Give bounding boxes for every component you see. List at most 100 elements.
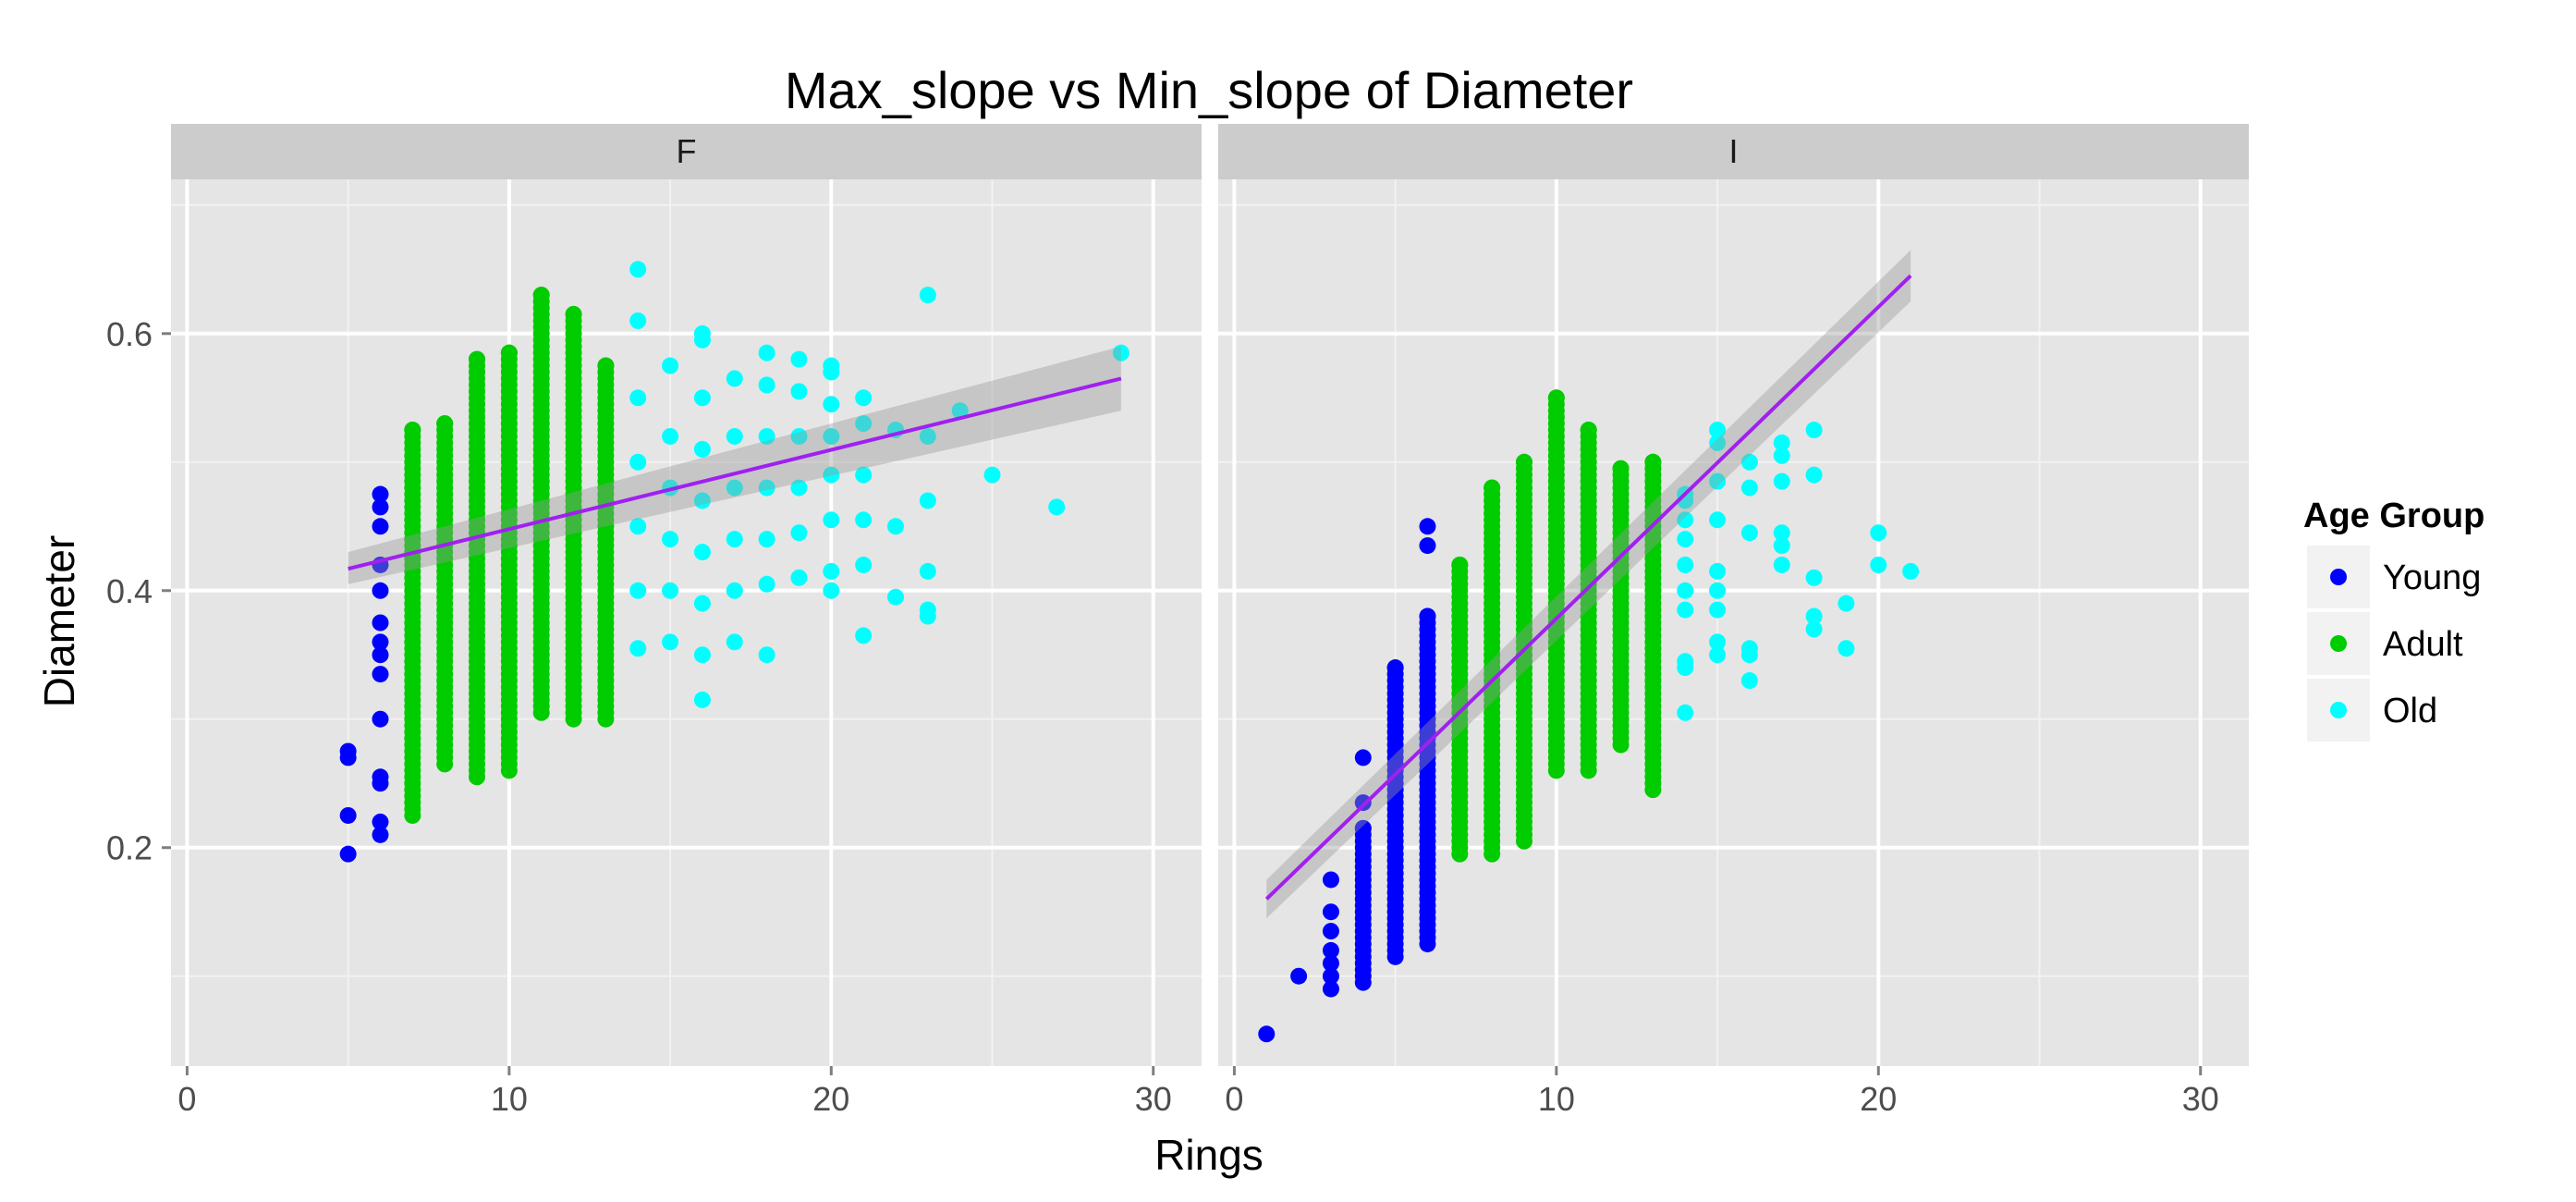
point-old: [726, 479, 743, 497]
point-old: [662, 531, 679, 548]
chart-title: Max_slope vs Min_slope of Diameter: [785, 61, 1633, 119]
point-old: [629, 518, 647, 535]
point-old: [1773, 434, 1790, 451]
point-young: [372, 614, 389, 632]
point-adult: [1547, 389, 1565, 407]
point-old: [951, 402, 969, 420]
point-old: [1805, 466, 1823, 484]
point-old: [726, 370, 743, 387]
point-young: [1354, 794, 1372, 812]
point-old: [662, 357, 679, 374]
panel-I: I 0 10 20 30: [1218, 124, 2249, 1118]
point-old: [693, 325, 711, 342]
point-young: [1386, 659, 1404, 677]
point-old: [758, 427, 775, 445]
point-old: [629, 453, 647, 471]
point-old: [823, 427, 840, 445]
point-adult: [1483, 479, 1501, 497]
point-old: [758, 531, 775, 548]
point-old: [758, 479, 775, 497]
point-old: [726, 633, 743, 651]
point-old: [790, 479, 808, 497]
point-old: [919, 287, 936, 304]
point-old: [1773, 537, 1790, 555]
legend-label: Old: [2383, 692, 2437, 730]
point-adult: [532, 287, 550, 304]
point-old: [693, 389, 711, 407]
point-adult: [1612, 460, 1630, 477]
point-old: [1773, 556, 1790, 573]
point-old: [1709, 601, 1727, 619]
point-old: [1709, 646, 1727, 664]
point-old: [1677, 511, 1694, 529]
point-old: [823, 466, 840, 484]
point-young: [1419, 518, 1436, 535]
points-I: [1258, 389, 1920, 1043]
point-old: [758, 376, 775, 394]
point-old: [1709, 511, 1727, 529]
point-old: [790, 524, 808, 542]
confidence-ribbon: [348, 346, 1121, 584]
point-old: [1740, 453, 1758, 471]
point-young: [372, 768, 389, 786]
point-young: [1258, 1025, 1276, 1043]
point-adult: [1644, 453, 1662, 471]
legend-label: Adult: [2383, 625, 2463, 664]
panel-F: F 0 10 20 30 0.2 0.4 0.6: [106, 124, 1202, 1118]
point-young: [1419, 537, 1436, 555]
point-old: [693, 492, 711, 509]
regression-line: [348, 376, 1122, 571]
point-old: [855, 415, 873, 433]
point-old: [919, 601, 936, 619]
point-old: [1677, 531, 1694, 548]
point-young: [1322, 941, 1339, 959]
y-tick-label: 0.2: [106, 829, 153, 867]
point-old: [1709, 472, 1727, 490]
point-old: [726, 531, 743, 548]
point-old: [629, 640, 647, 657]
facet-strip-label: I: [1728, 132, 1738, 170]
point-old: [1740, 479, 1758, 497]
point-old: [855, 466, 873, 484]
point-old: [1837, 640, 1855, 657]
legend-item-young: Young: [2307, 546, 2481, 608]
point-young: [1322, 967, 1339, 985]
point-old: [1677, 556, 1694, 573]
facet-strip: [1218, 124, 2249, 179]
point-old: [1805, 607, 1823, 625]
point-adult: [1580, 422, 1597, 439]
x-tick-label: 10: [1538, 1080, 1575, 1118]
point-old: [758, 344, 775, 362]
point-old: [1870, 556, 1887, 573]
point-adult: [436, 415, 454, 433]
point-old: [1740, 524, 1758, 542]
point-old: [1677, 601, 1694, 619]
point-old: [855, 627, 873, 644]
point-old: [662, 582, 679, 599]
point-old: [1740, 640, 1758, 657]
x-tick-label: 20: [1860, 1080, 1897, 1118]
point-young: [372, 710, 389, 728]
point-old: [1677, 704, 1694, 721]
point-old: [886, 588, 904, 606]
point-old: [790, 350, 808, 368]
point-old: [823, 562, 840, 580]
plot-background: [171, 179, 1202, 1066]
point-young: [372, 826, 389, 843]
point-old: [662, 633, 679, 651]
point-young: [1419, 607, 1436, 625]
point-young: [1322, 903, 1339, 921]
point-old: [693, 595, 711, 612]
point-old: [823, 396, 840, 413]
legend-item-old: Old: [2307, 679, 2437, 742]
point-old: [1048, 498, 1066, 516]
point-young: [372, 582, 389, 599]
point-adult: [500, 344, 518, 362]
confidence-ribbon: [1266, 250, 1911, 919]
point-old: [919, 562, 936, 580]
point-old: [629, 582, 647, 599]
x-tick-label: 30: [2182, 1080, 2219, 1118]
point-old: [1709, 582, 1727, 599]
facet-strip: [171, 124, 1202, 179]
